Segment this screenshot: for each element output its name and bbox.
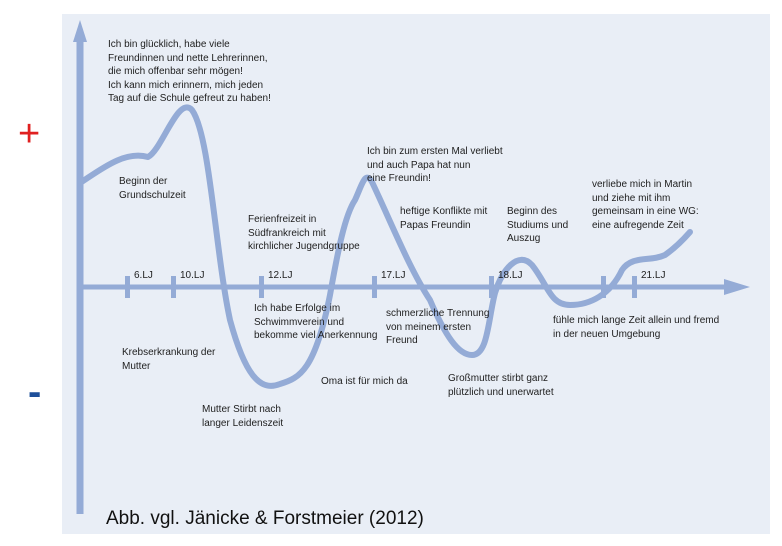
positive-sign: + <box>18 113 41 155</box>
negative-sign: - <box>28 370 42 414</box>
age-label-17: 17.LJ <box>381 270 406 281</box>
age-tick-12 <box>259 276 264 298</box>
age-label-12: 12.LJ <box>268 270 293 281</box>
age-tick-18 <box>489 276 494 298</box>
age-label-18: 18.LJ <box>498 270 523 281</box>
age-label-10: 10.LJ <box>180 270 205 281</box>
annotation-mother-death: Mutter Stirbt nach langer Leidenszeit <box>202 404 284 429</box>
annotation-swimming: Ich habe Erfolge im Schwimmverein und be… <box>254 303 378 341</box>
age-tick-20 <box>601 276 606 298</box>
life-curve <box>77 104 693 389</box>
annotation-school-start: Beginn der Grundschulzeit <box>119 176 186 201</box>
annotation-martin: verliebe mich in Martin und ziehe mit ih… <box>592 179 699 231</box>
age-tick-6 <box>125 276 130 298</box>
time-axis-arrowhead <box>724 279 750 295</box>
annotation-grandma-support: Oma ist für mich da <box>321 376 408 387</box>
age-tick-10 <box>171 276 176 298</box>
age-label-6: 6.LJ <box>134 270 153 281</box>
annotation-mother-illness: Krebserkrankung der Mutter <box>122 347 216 372</box>
annotation-happy-school: Ich bin glücklich, habe viele Freundinne… <box>108 39 271 104</box>
age-label-21: 21.LJ <box>641 270 666 281</box>
annotation-grandmother-death: Großmutter stirbt ganz plützlich und une… <box>448 373 554 398</box>
figure-citation: Abb. vgl. Jänicke & Forstmeier (2012) <box>106 508 424 529</box>
annotation-study-start: Beginn des Studiums und Auszug <box>507 206 569 244</box>
annotation-first-love: Ich bin zum ersten Mal verliebt und auch… <box>367 146 503 184</box>
annotation-alone: fühle mich lange Zeit allein und fremd i… <box>553 315 720 340</box>
age-tick-17 <box>372 276 377 298</box>
age-tick-21 <box>632 276 637 298</box>
annotation-holiday-camp: Ferienfreizeit in Südfrankreich mit kirc… <box>248 214 360 252</box>
annotation-conflicts: heftige Konflikte mit Papas Freundin <box>400 206 488 231</box>
vertical-axis-arrowhead <box>73 20 87 42</box>
annotation-breakup: schmerzliche Trennung von meinem ersten … <box>386 308 490 346</box>
